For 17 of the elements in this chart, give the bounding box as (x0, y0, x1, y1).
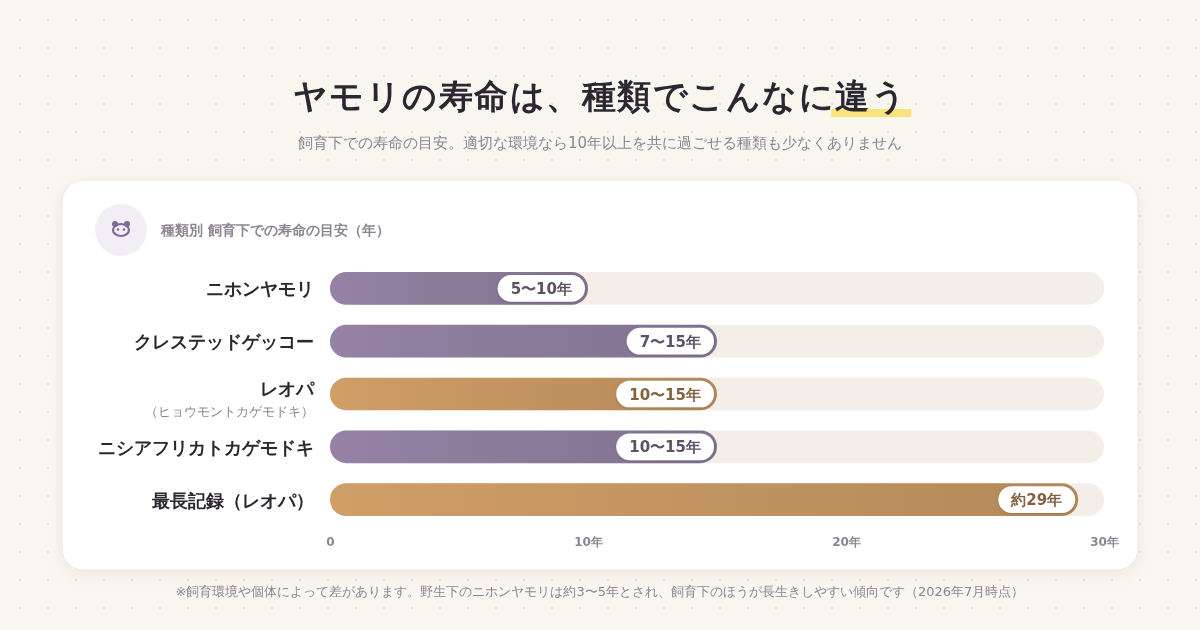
text: ※飼育環境や個体によって差があります。野生下のニホンヤモリは約3〜5年とされ、飼育下のほうが長生きしやすい傾向です（2026年7月時点） (175, 584, 1025, 599)
x-tick-label: 0 (326, 534, 335, 549)
y-tick-label: ニシアフリカトカゲモドキ (98, 436, 314, 458)
chart-title: ヤモリの寿命は、種類でこんなに違う (292, 76, 908, 116)
chart-subtitle: 飼育下での寿命の目安。適切な環境なら10年以上を共に過ごせる種類も少なくありません (297, 134, 903, 152)
text: 種類別 飼育下での寿命の目安（年） (160, 222, 390, 238)
data-label: 5〜10年 (510, 279, 572, 298)
y-tick-label: クレステッドゲッコー (134, 330, 314, 352)
data-label: 10〜15年 (629, 438, 701, 457)
x-tick-label: 10年 (574, 534, 603, 549)
x-tick-label: 20年 (832, 534, 861, 549)
y-tick-label: 最長記録（レオパ） (151, 489, 314, 511)
data-label: 10〜15年 (629, 385, 701, 404)
data-label: 約29年 (1010, 491, 1063, 510)
x-tick-label: 30年 (1090, 534, 1119, 549)
data-label: 7〜15年 (639, 332, 701, 351)
y-tick-label: ニホンヤモリ (206, 277, 314, 299)
